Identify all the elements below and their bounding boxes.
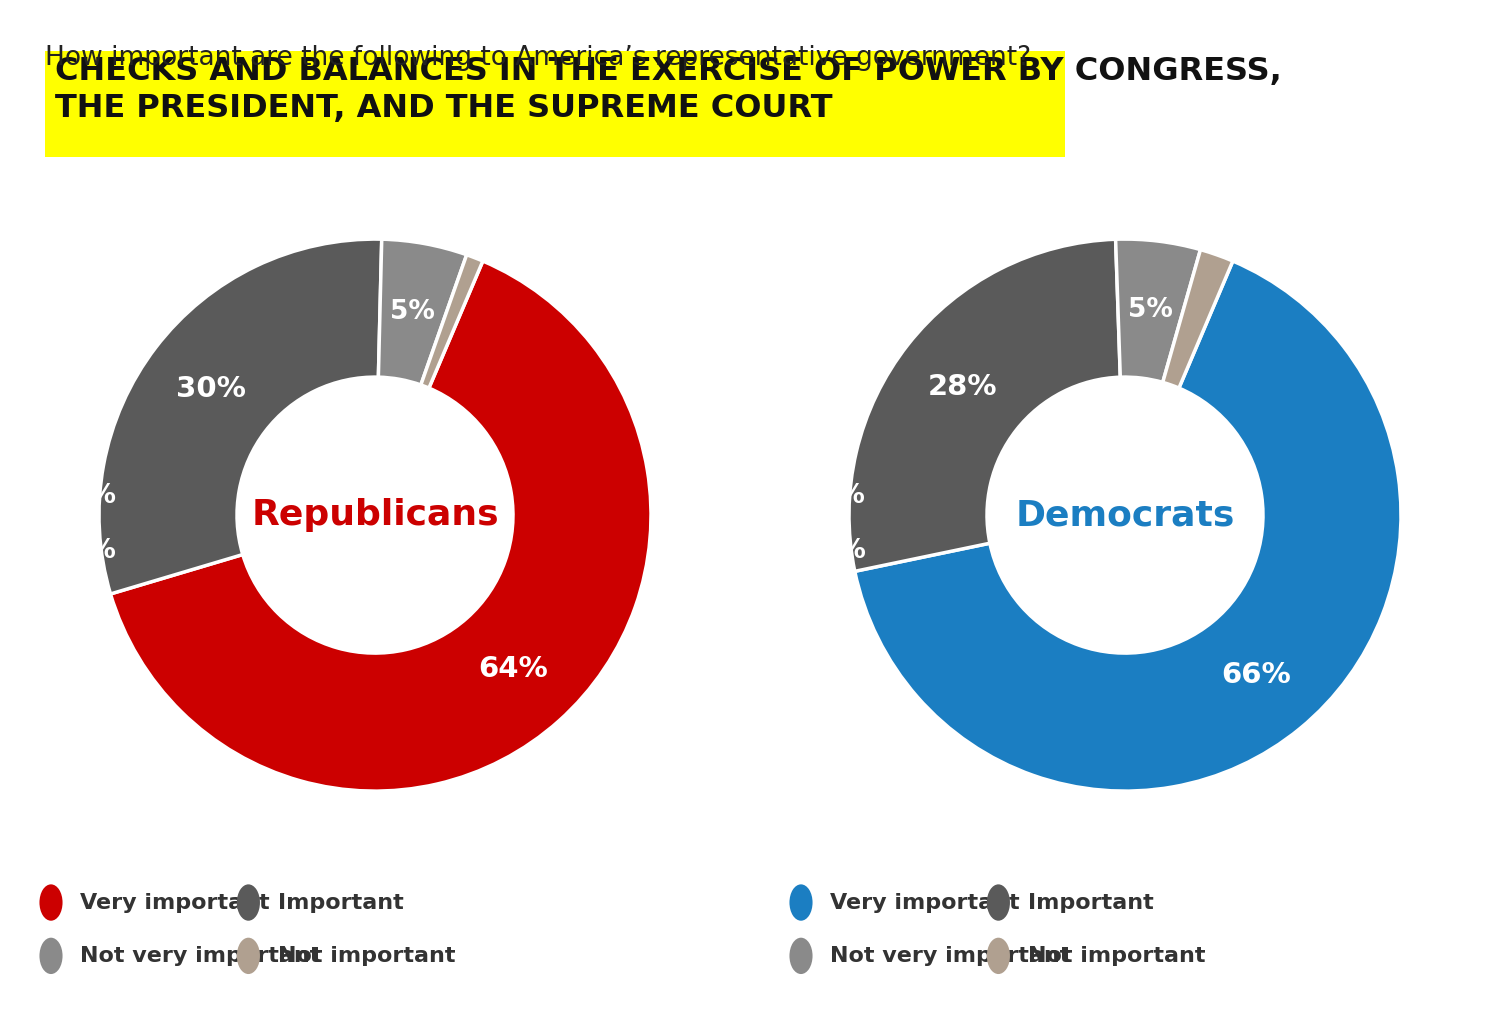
Text: CHECKS AND BALANCES IN THE EXERCISE OF POWER BY CONGRESS,
THE PRESIDENT, AND THE: CHECKS AND BALANCES IN THE EXERCISE OF P… — [56, 56, 1282, 124]
Ellipse shape — [39, 885, 63, 921]
Ellipse shape — [237, 937, 260, 974]
Wedge shape — [849, 239, 1120, 572]
Text: 1%: 1% — [70, 483, 116, 509]
Text: 28%: 28% — [927, 374, 998, 401]
Text: Not important: Not important — [1028, 945, 1206, 966]
Text: 64%: 64% — [478, 655, 548, 684]
Ellipse shape — [987, 885, 1010, 921]
Text: Republicans: Republicans — [251, 498, 500, 532]
Wedge shape — [855, 261, 1401, 791]
Text: Very important: Very important — [831, 893, 1020, 913]
Text: Not very important: Not very important — [831, 945, 1071, 966]
Ellipse shape — [987, 937, 1010, 974]
Wedge shape — [422, 255, 483, 388]
Text: Important: Important — [278, 893, 404, 913]
Wedge shape — [111, 261, 651, 791]
Text: Very important: Very important — [81, 893, 270, 913]
Wedge shape — [1116, 239, 1200, 383]
Text: 66%: 66% — [1221, 662, 1292, 689]
Text: 5%: 5% — [70, 538, 116, 564]
Wedge shape — [378, 239, 466, 385]
Ellipse shape — [789, 937, 813, 974]
Text: How important are the following to America’s representative government?: How important are the following to Ameri… — [45, 45, 1030, 72]
Text: Important: Important — [1028, 893, 1154, 913]
Ellipse shape — [789, 885, 813, 921]
Ellipse shape — [237, 885, 260, 921]
Text: 5%: 5% — [1128, 297, 1173, 322]
Text: 30%: 30% — [176, 376, 246, 403]
Wedge shape — [1162, 249, 1233, 388]
Ellipse shape — [39, 937, 63, 974]
Text: 5%: 5% — [390, 299, 435, 324]
Wedge shape — [99, 239, 381, 594]
Text: 2%: 2% — [821, 483, 866, 509]
Text: Not very important: Not very important — [81, 945, 321, 966]
Text: Not important: Not important — [278, 945, 456, 966]
FancyBboxPatch shape — [45, 50, 1065, 157]
Text: 5%: 5% — [821, 538, 866, 564]
Text: Democrats: Democrats — [1016, 498, 1234, 532]
